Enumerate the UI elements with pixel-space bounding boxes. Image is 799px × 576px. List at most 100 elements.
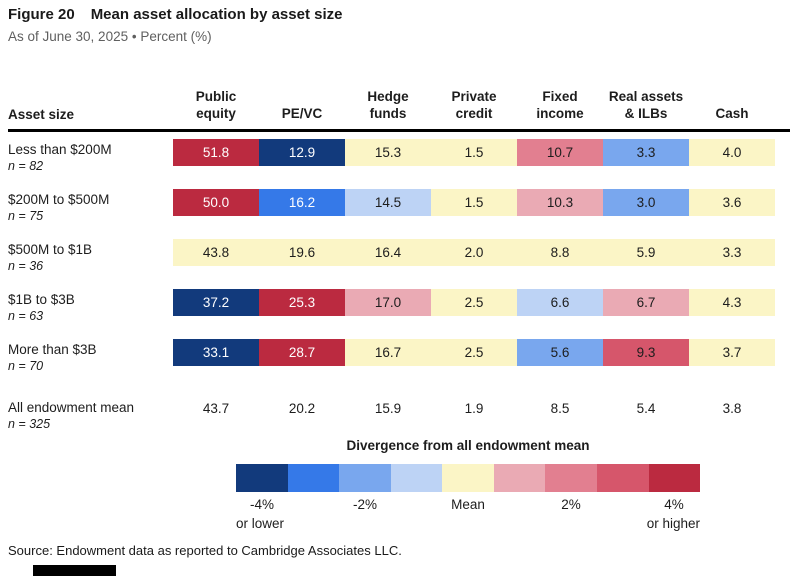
table-row-mean: All endowment mean n = 325 43.7 20.2 15.9 1.9… (8, 397, 790, 441)
legend-segment (339, 464, 391, 492)
row-label: All endowment mean n = 325 (8, 397, 173, 441)
legend-tick-minus4: -4% (249, 497, 274, 512)
footer-logo-bar (33, 565, 116, 576)
figure-subtitle: As of June 30, 2025 • Percent (%) (8, 29, 212, 44)
legend-tick-minus2: -2% (352, 497, 377, 512)
column-header: Hedge funds (345, 88, 431, 122)
legend-segment (596, 464, 649, 492)
allocation-cell: 5.9 (603, 239, 689, 266)
allocation-cell: 5.4 (636, 401, 656, 416)
row-label: $1B to $3B n = 63 (8, 289, 173, 332)
table-row: $200M to $500M n = 75 50.0 16.2 14.5 1.5 10.3 3… (8, 182, 790, 232)
column-header-line1: Public (195, 89, 237, 104)
asset-size-label: All endowment mean (8, 400, 135, 415)
allocation-cell: 50.0 (173, 189, 259, 216)
legend-segment (545, 464, 597, 492)
row-label: More than $3B n = 70 (8, 339, 173, 382)
allocation-cell: 43.8 (173, 239, 259, 266)
allocation-cell: 12.9 (259, 139, 345, 166)
allocation-cell: 43.7 (202, 401, 230, 416)
allocation-cell: 16.4 (345, 239, 431, 266)
allocation-cell: 2.5 (431, 339, 517, 366)
legend-segment (648, 464, 701, 492)
asset-size-label: $1B to $3B (8, 292, 75, 307)
allocation-cell: 14.5 (345, 189, 431, 216)
allocation-cell: 10.7 (517, 139, 603, 166)
legend-tick-plus4-sub: or higher (646, 516, 700, 531)
column-header: Real assets & ILBs (603, 88, 689, 122)
allocation-cell: 16.7 (345, 339, 431, 366)
column-header-line2: credit (455, 106, 493, 121)
allocation-cell: 1.9 (464, 401, 484, 416)
legend-labels: -4% -2% Mean 2% 4% or lower or higher (236, 497, 700, 537)
column-header-line2: equity (196, 106, 236, 121)
figure-number: Figure 20 (8, 6, 75, 23)
column-header: Public equity (173, 88, 259, 122)
legend-title: Divergence from all endowment mean (346, 438, 590, 453)
allocation-cell: 8.5 (550, 401, 570, 416)
legend-segment (390, 464, 443, 492)
column-header: Fixed income (517, 88, 603, 122)
column-header: PE/VC (259, 105, 345, 122)
row-header-label: Asset size (8, 107, 75, 122)
table-row: $500M to $1B n = 36 43.8 19.6 16.4 2.0 8.8 5.9 3… (8, 232, 790, 282)
allocation-cell: 10.3 (517, 189, 603, 216)
sample-size-label: n = 82 (8, 159, 44, 173)
legend-color-scale (236, 464, 701, 492)
allocation-cell: 3.3 (603, 139, 689, 166)
allocation-cell: 17.0 (345, 289, 431, 316)
allocation-cell: 8.8 (517, 239, 603, 266)
allocation-cell: 6.6 (517, 289, 603, 316)
legend-tick-plus2: 2% (561, 497, 581, 512)
header-divider (8, 129, 790, 132)
allocation-cell: 2.0 (431, 239, 517, 266)
allocation-cell: 1.5 (431, 139, 517, 166)
column-header-line1: Fixed (542, 89, 578, 104)
column-header-line1: Private (451, 89, 497, 104)
column-header: Cash (689, 105, 775, 122)
asset-size-label: $200M to $500M (8, 192, 110, 207)
allocation-cell: 4.3 (689, 289, 775, 316)
allocation-cell: 33.1 (173, 339, 259, 366)
legend-segment (236, 464, 288, 492)
legend-segment (287, 464, 340, 492)
column-header-line2: & ILBs (624, 106, 668, 121)
allocation-cell: 2.5 (431, 289, 517, 316)
row-label: Less than $200M n = 82 (8, 139, 173, 182)
row-label: $200M to $500M n = 75 (8, 189, 173, 232)
allocation-cell: 9.3 (603, 339, 689, 366)
allocation-cell: 1.5 (431, 189, 517, 216)
row-label: $500M to $1B n = 36 (8, 239, 173, 282)
column-header-line1: Hedge (367, 89, 409, 104)
asset-size-label: More than $3B (8, 342, 97, 357)
allocation-cell: 15.9 (374, 401, 402, 416)
legend-segment (442, 464, 494, 492)
legend-tick-plus4: 4% (664, 497, 684, 512)
column-header-line2: funds (369, 106, 407, 121)
sample-size-label: n = 36 (8, 259, 44, 273)
legend-tick-minus4-sub: or lower (236, 516, 285, 531)
table-row: $1B to $3B n = 63 37.2 25.3 17.0 2.5 6.6 6.7 4.3 (8, 282, 790, 332)
sample-size-label: n = 75 (8, 209, 44, 223)
allocation-cell: 3.0 (603, 189, 689, 216)
allocation-cell: 28.7 (259, 339, 345, 366)
allocation-cell: 3.8 (722, 401, 742, 416)
legend-tick-mean: Mean (451, 497, 485, 512)
allocation-cell: 6.7 (603, 289, 689, 316)
legend-segment (493, 464, 546, 492)
asset-size-label: $500M to $1B (8, 242, 93, 257)
table-body: Less than $200M n = 82 51.8 12.9 15.3 1.5 10.7… (8, 132, 790, 441)
column-header-line2: PE/VC (281, 106, 323, 121)
allocation-cell: 51.8 (173, 139, 259, 166)
column-header-line1: Real assets (608, 89, 684, 104)
column-header-line2: Cash (715, 106, 749, 121)
asset-size-label: Less than $200M (8, 142, 112, 157)
allocation-cell: 20.2 (288, 401, 316, 416)
allocation-cell: 15.3 (345, 139, 431, 166)
table-row: More than $3B n = 70 33.1 28.7 16.7 2.5 5.6 9.3… (8, 332, 790, 382)
allocation-cell: 3.6 (689, 189, 775, 216)
allocation-cell: 3.3 (689, 239, 775, 266)
allocation-cell: 16.2 (259, 189, 345, 216)
column-header-row: Asset size Public equity PE/VC Hedge funds Pr… (8, 72, 790, 129)
